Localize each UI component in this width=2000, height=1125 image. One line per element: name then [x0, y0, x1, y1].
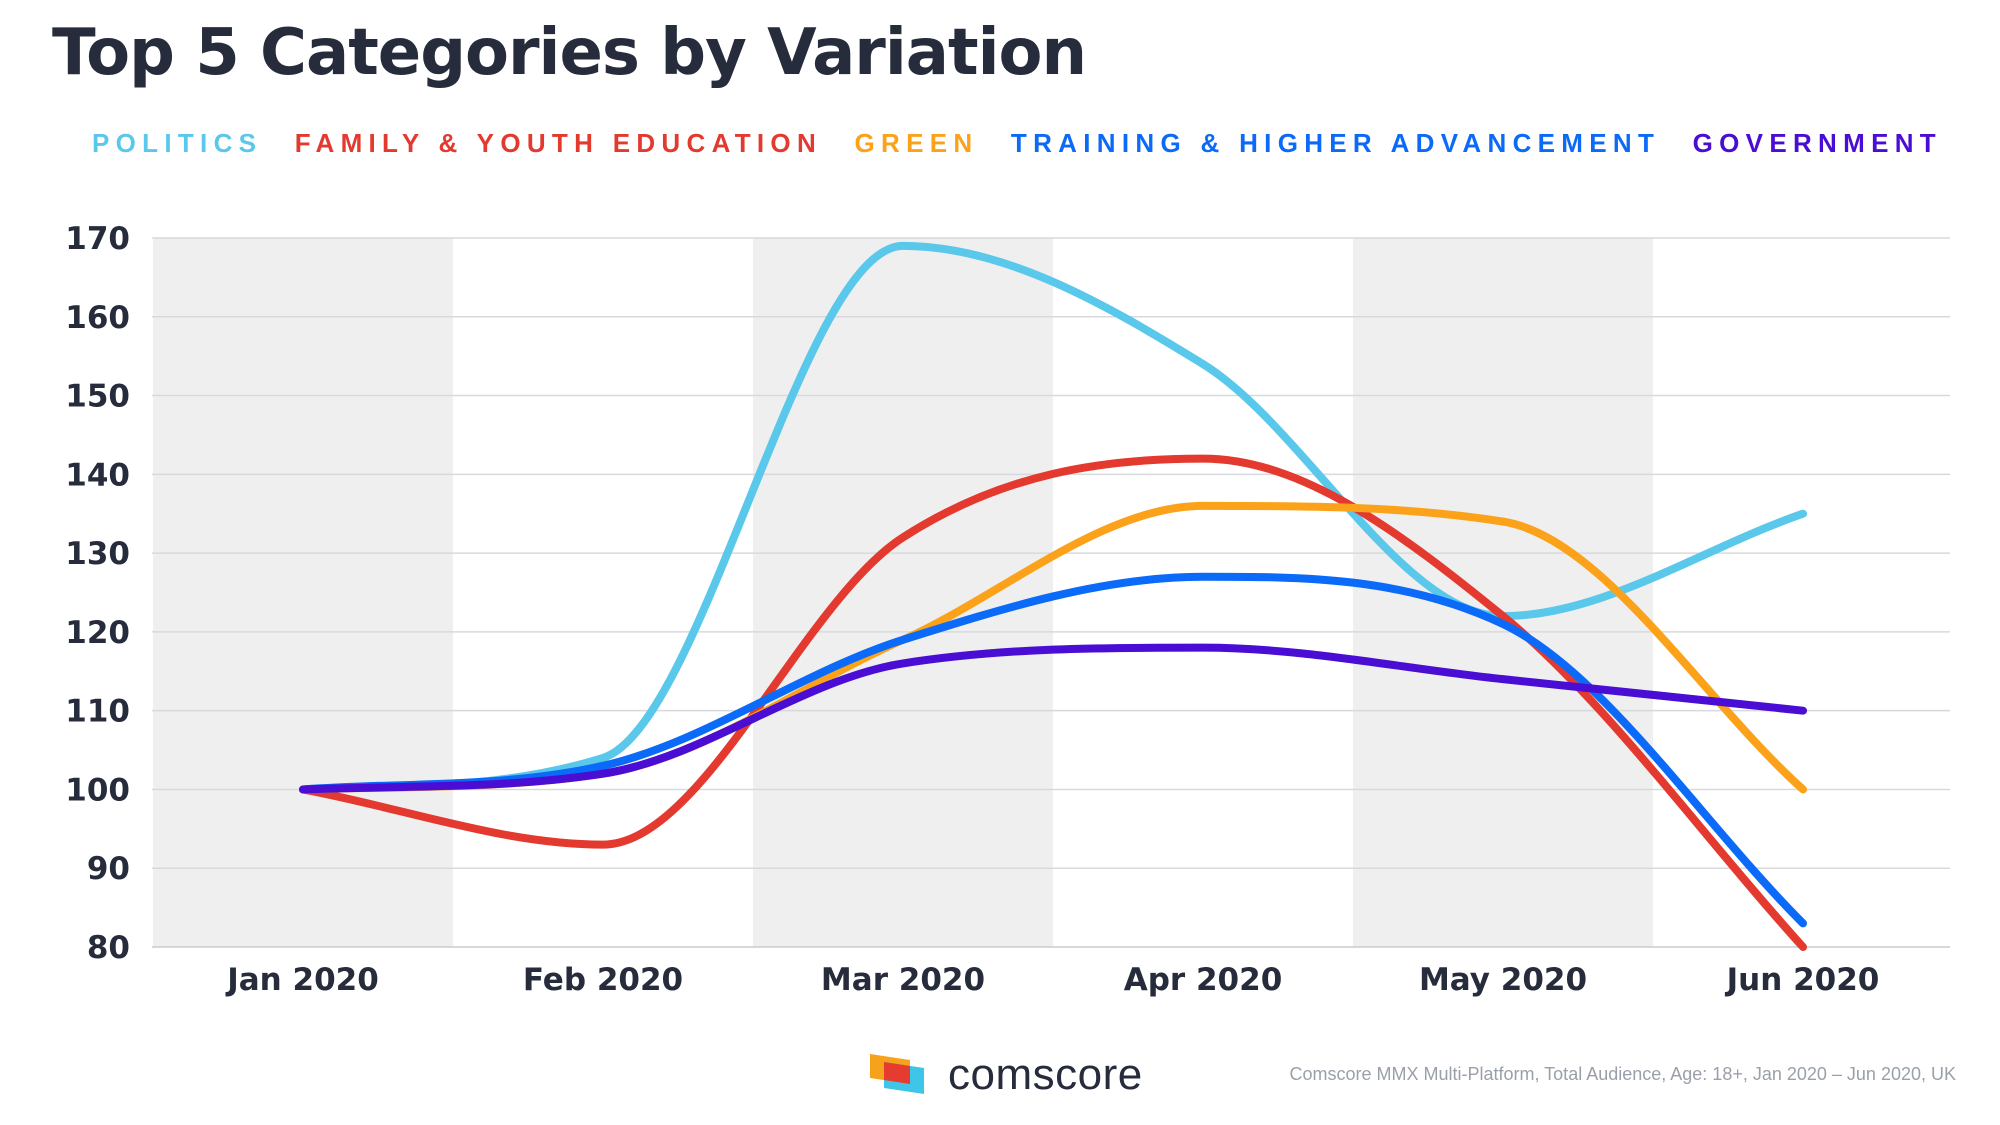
chart-title: Top 5 Categories by Variation [52, 16, 1087, 90]
comscore-logo: comscore [868, 1050, 1143, 1100]
y-tick-label: 160 [65, 300, 130, 336]
x-tick-label: Jun 2020 [1725, 962, 1880, 998]
y-tick-label: 100 [65, 772, 130, 808]
legend-entry-training-higher-advancement: TRAINING & HIGHER ADVANCEMENT [1010, 128, 1661, 158]
comscore-logo-icon [870, 1054, 924, 1094]
x-tick-label: May 2020 [1419, 962, 1587, 998]
column-band [153, 238, 453, 947]
y-tick-label: 170 [65, 221, 130, 257]
legend-entry-politics: POLITICS [92, 128, 263, 158]
series-line-training-higher-advancement [299, 572, 1807, 928]
series-lines [299, 241, 1807, 951]
legend: POLITICS FAMILY & YOUTH EDUCATION GREEN … [92, 128, 1942, 159]
x-tick-label: Feb 2020 [523, 962, 683, 998]
x-tick-label: Mar 2020 [821, 962, 985, 998]
legend-entry-green: GREEN [854, 128, 979, 158]
legend-entry-government: GOVERNMENT [1692, 128, 1942, 158]
y-axis-tick-labels: 170 160 150 140 130 120 110 100 90 80 [65, 221, 130, 966]
series-line-politics [299, 241, 1807, 794]
y-tick-label: 80 [87, 930, 130, 966]
y-tick-label: 140 [65, 457, 130, 493]
source-note: Comscore MMX Multi-Platform, Total Audie… [1289, 1064, 1956, 1084]
x-axis-tick-labels: Jan 2020 Feb 2020 Mar 2020 Apr 2020 May 2020… [225, 962, 1879, 998]
series-line-government [299, 643, 1807, 794]
y-tick-label: 110 [65, 694, 130, 730]
legend-entry-family-youth-education: FAMILY & YOUTH EDUCATION [294, 128, 823, 158]
y-tick-label: 130 [65, 536, 130, 572]
comscore-logo-text: comscore [948, 1050, 1143, 1099]
series-line-family-youth-education [299, 454, 1807, 951]
column-band [753, 238, 1053, 947]
y-tick-label: 150 [65, 379, 130, 415]
x-tick-label: Jan 2020 [225, 962, 379, 998]
y-tick-label: 90 [87, 851, 130, 887]
column-bands [153, 238, 1653, 947]
x-tick-label: Apr 2020 [1124, 962, 1283, 998]
y-tick-label: 120 [65, 615, 130, 651]
